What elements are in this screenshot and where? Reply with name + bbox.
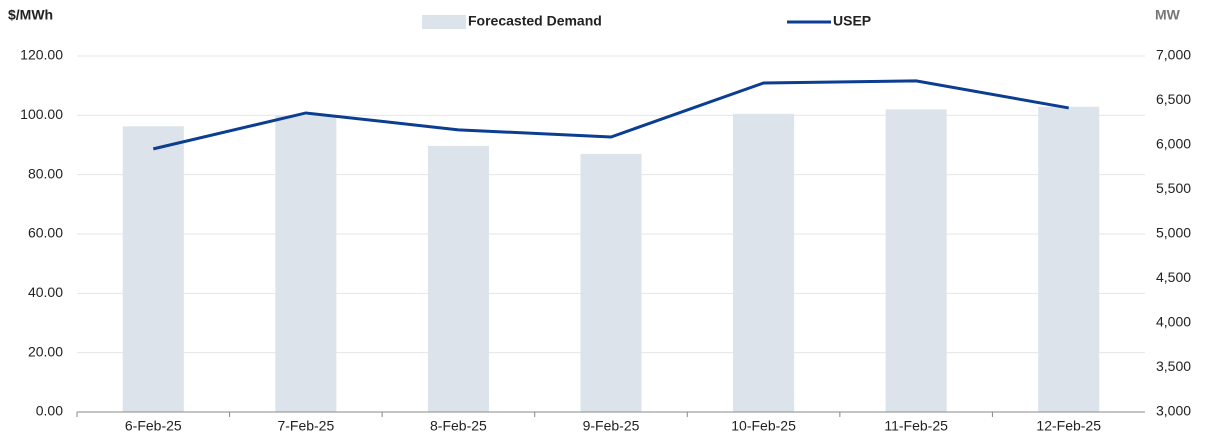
x-tick-label: 10-Feb-25 <box>731 418 796 434</box>
x-tick-label: 11-Feb-25 <box>884 418 948 434</box>
y2-tick-label: 4,000 <box>1156 314 1191 330</box>
y-tick-label: 80.00 <box>28 165 63 181</box>
y2-tick-label: 5,000 <box>1156 225 1191 241</box>
y2-tick-label: 6,500 <box>1156 91 1191 107</box>
bar <box>580 153 642 412</box>
y2-tick-label: 6,000 <box>1156 136 1191 152</box>
y2-tick-label: 4,500 <box>1156 269 1191 285</box>
bar <box>122 126 184 412</box>
y2-tick-label: 5,500 <box>1156 180 1191 196</box>
line <box>152 79 1069 151</box>
x-tick-label: 12-Feb-25 <box>1036 418 1101 434</box>
y-tick-label: 120.00 <box>20 47 63 63</box>
y2-tick-label: 3,000 <box>1156 403 1191 419</box>
y2-axis-title: MW <box>1155 7 1181 23</box>
y2-tick-label: 3,500 <box>1156 358 1191 374</box>
y2-tick-label: 7,000 <box>1156 47 1191 63</box>
legend-label: Forecasted Demand <box>468 13 602 29</box>
bar <box>275 115 337 412</box>
x-tick-label: 8-Feb-25 <box>430 418 487 434</box>
x-tick-label: 9-Feb-25 <box>583 418 640 434</box>
bar <box>885 109 947 413</box>
x-tick-label: 7-Feb-25 <box>277 418 334 434</box>
legend-label: USEP <box>833 13 871 29</box>
x-tick-label: 6-Feb-25 <box>125 418 182 434</box>
y-tick-label: 20.00 <box>28 343 63 359</box>
y-axis-title: $/MWh <box>8 7 53 23</box>
y-tick-label: 0.00 <box>36 403 63 419</box>
bar <box>733 113 795 412</box>
legend-swatch <box>422 15 466 29</box>
y-tick-label: 40.00 <box>28 284 63 300</box>
bar <box>1038 106 1100 412</box>
y-tick-label: 60.00 <box>28 225 63 241</box>
bar <box>427 145 489 412</box>
y-tick-label: 100.00 <box>20 106 63 122</box>
